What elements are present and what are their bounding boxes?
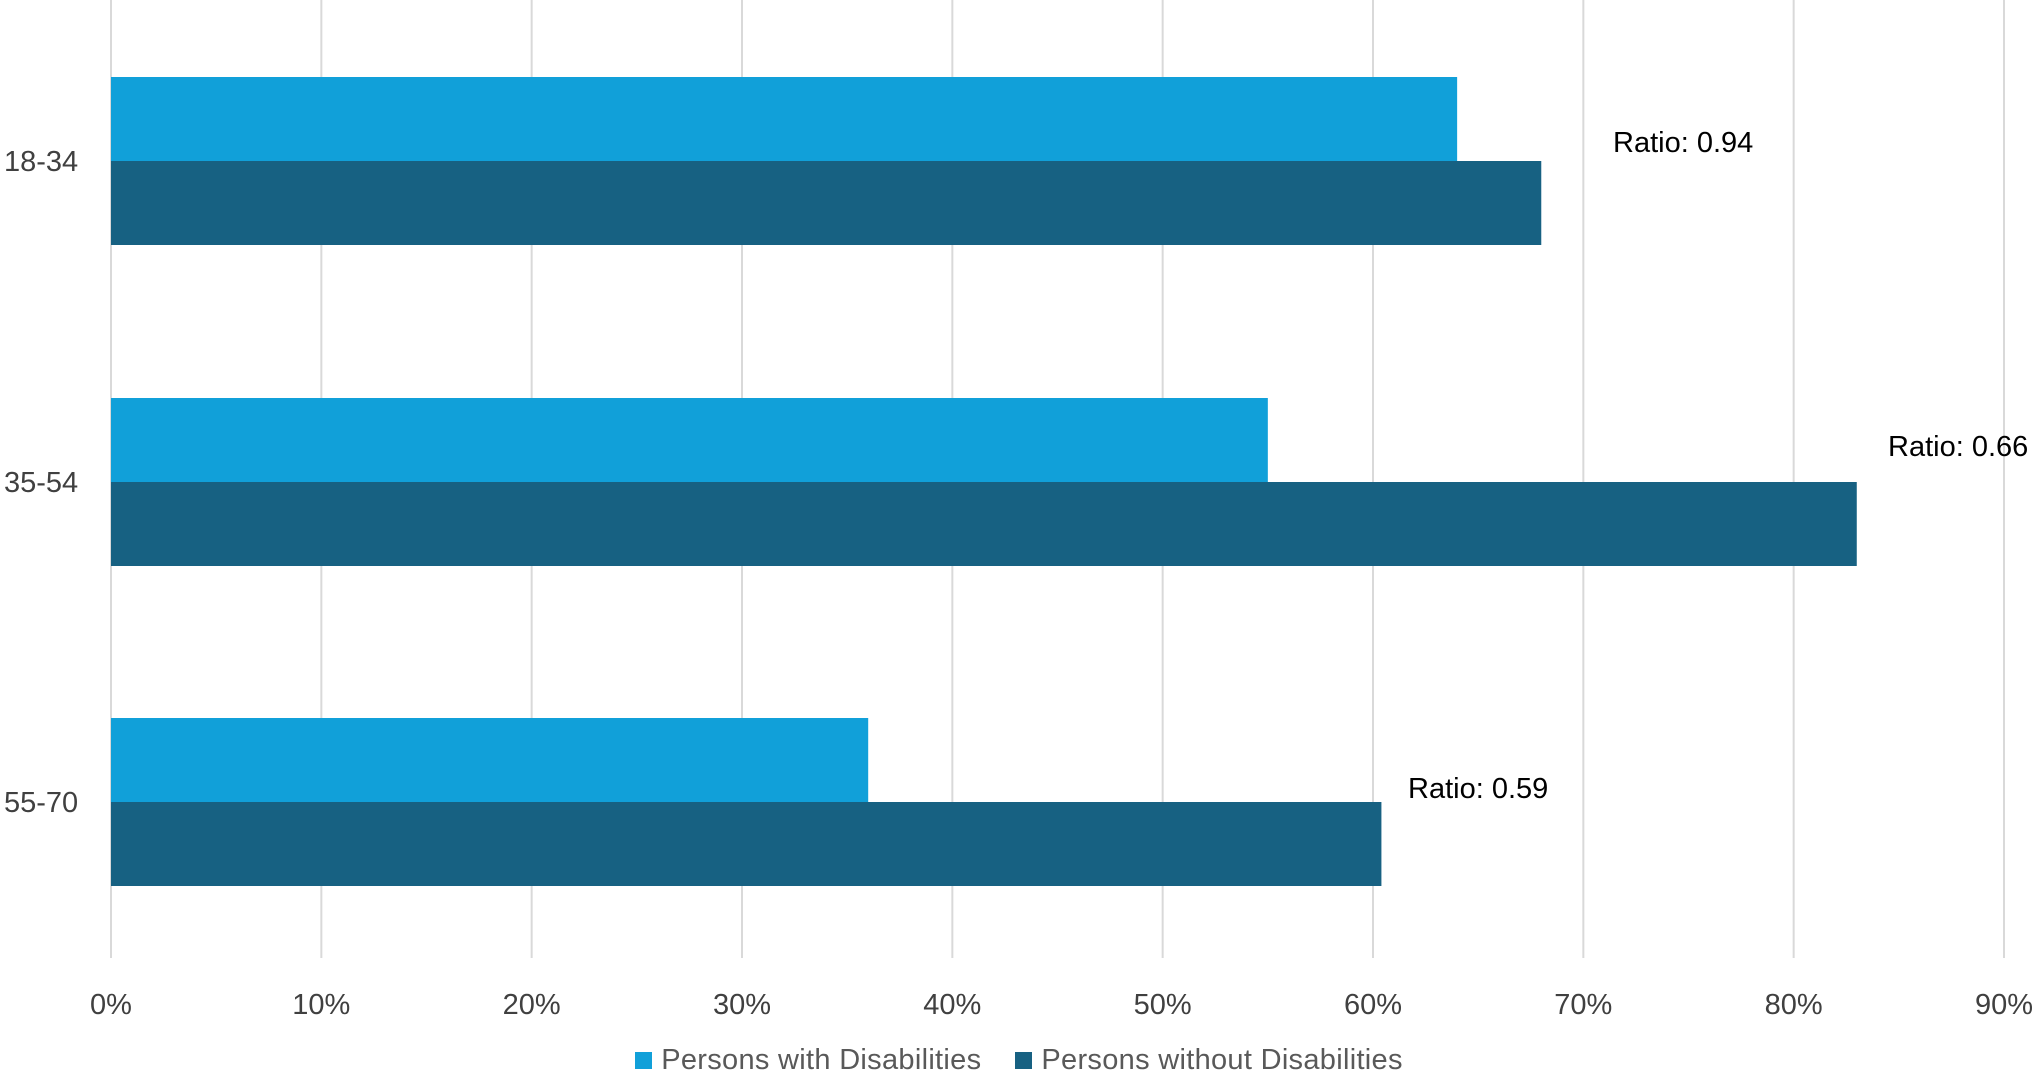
x-tick-label: 20% [503,989,561,1021]
ratio-annotation: Ratio: 0.59 [1408,773,1548,805]
legend-label-without-disabilities: Persons without Disabilities [1041,1044,1403,1076]
bar [111,161,1542,245]
category-labels: 18-34 35-54 55-70 [4,146,78,819]
x-tick-label: 10% [292,989,350,1021]
x-tick-label: 90% [1975,989,2033,1021]
x-tick-label: 0% [90,989,132,1021]
category-label: 35-54 [4,467,78,499]
ratio-annotations: Ratio: 0.94 Ratio: 0.66 Ratio: 0.59 [1408,127,2028,805]
x-tick-label: 50% [1134,989,1192,1021]
category-label: 55-70 [4,787,78,819]
x-tick-label: 40% [923,989,981,1021]
bar [111,802,1382,886]
x-tick-label: 80% [1765,989,1823,1021]
x-tick-label: 30% [713,989,771,1021]
bar [111,77,1458,161]
legend-swatch-without-disabilities [1015,1052,1033,1069]
bar [111,718,869,802]
category-label: 18-34 [4,146,78,178]
bar [111,398,1268,482]
legend-item-without-disabilities: Persons without Disabilities [1015,1044,1402,1077]
x-tick-label: 60% [1344,989,1402,1021]
ratio-annotation: Ratio: 0.94 [1613,127,1753,159]
legend-label-with-disabilities: Persons with Disabilities [661,1044,982,1076]
bar [111,482,1857,566]
x-tick-label: 70% [1554,989,1612,1021]
ratio-annotation: Ratio: 0.66 [1888,431,2028,463]
x-tick-labels: 0% 10% 20% 30% 40% 50% 60% 70% 80% 90% [90,989,2033,1021]
bars [111,77,1857,886]
legend-item-with-disabilities: Persons with Disabilities [635,1044,981,1077]
legend: Persons with Disabilities Persons withou… [0,1044,2038,1077]
legend-swatch-with-disabilities [635,1052,653,1069]
